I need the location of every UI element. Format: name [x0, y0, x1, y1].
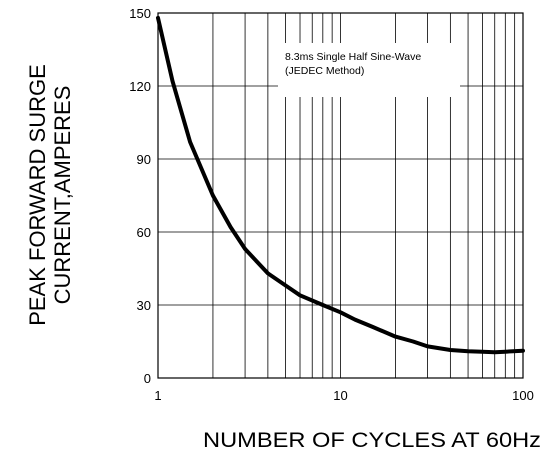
annotation-box [278, 43, 460, 97]
y-tick-label: 0 [144, 371, 151, 386]
x-tick-label: 1 [154, 388, 161, 403]
y-axis-title-line-2: CURRENT,AMPERES [50, 86, 75, 305]
surge-curve-line [156, 15, 525, 355]
tick-labels: 0 30 60 90 120 150 1 10 100 [129, 6, 534, 403]
annotation-line-1: 8.3ms Single Half Sine-Wave [285, 51, 421, 63]
x-tick-label: 10 [333, 388, 347, 403]
y-tick-label: 60 [137, 225, 151, 240]
y-axis-title: PEAK FORWARD SURGE CURRENT,AMPERES [25, 64, 75, 326]
annotation-line-2: (JEDEC Method) [285, 65, 364, 77]
x-tick-label: 100 [512, 388, 534, 403]
y-tick-label: 120 [129, 79, 151, 94]
plot-frame [157, 12, 524, 379]
y-tick-label: 90 [137, 152, 151, 167]
y-tick-label: 150 [129, 6, 151, 21]
y-axis-title-line-1: PEAK FORWARD SURGE [25, 64, 50, 326]
y-tick-label: 30 [137, 298, 151, 313]
x-axis-title: NUMBER OF CYCLES AT 60Hz [203, 429, 541, 452]
